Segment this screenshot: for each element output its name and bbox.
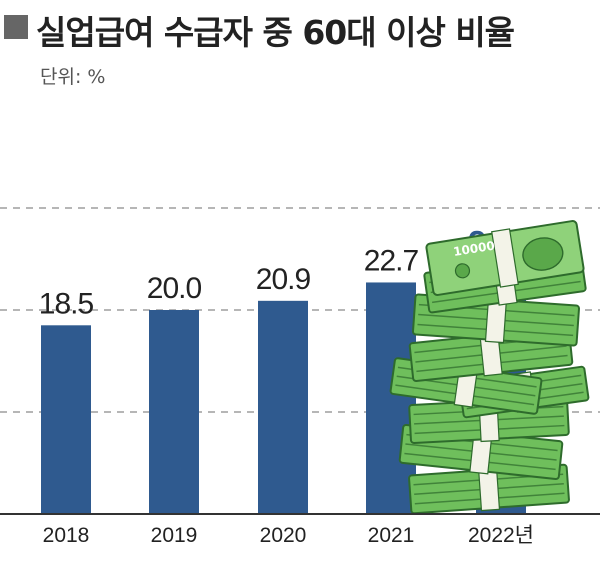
x-tick-label: 2022년 <box>468 524 534 547</box>
bill-band <box>491 228 519 288</box>
value-label: 20.9 <box>256 263 311 296</box>
x-tick-label: 2019 <box>151 524 198 547</box>
bar <box>366 282 416 514</box>
bill-band <box>477 466 501 512</box>
chart-title: 실업급여 수급자 중 60대 이상 비율 <box>36 13 515 52</box>
value-label: 22.7 <box>364 244 419 277</box>
unit-label: 단위: % <box>40 66 106 88</box>
bill-portrait <box>522 237 564 271</box>
x-tick-label: 2018 <box>43 524 90 547</box>
bar <box>149 310 199 514</box>
title-marker <box>4 15 28 39</box>
bar <box>41 325 91 514</box>
bill-seal <box>454 263 471 279</box>
money-stack-icon: 10000 <box>389 220 590 515</box>
bar <box>258 300 308 514</box>
value-label: 20.0 <box>147 272 202 305</box>
money-top-bill: 10000 <box>425 220 585 296</box>
bill-denomination: 10000 <box>452 239 495 259</box>
x-tick-label: 2021 <box>368 524 415 547</box>
value-label: 18.5 <box>39 287 94 320</box>
x-tick-label: 2020 <box>260 524 307 547</box>
